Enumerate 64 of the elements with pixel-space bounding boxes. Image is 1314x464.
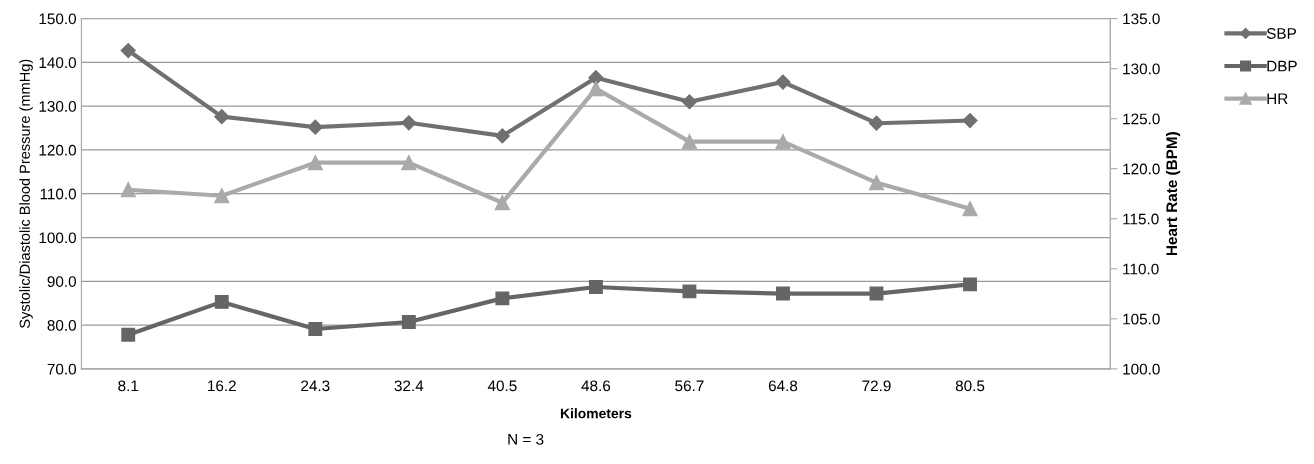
point <box>869 286 884 301</box>
point <box>495 291 510 306</box>
y2-tick-label: 115.0 <box>1123 213 1159 225</box>
legend-label: SBP <box>1266 28 1296 39</box>
point <box>588 280 603 294</box>
y2-tick-label: 125.0 <box>1123 113 1160 125</box>
point <box>588 80 604 97</box>
y-tick-label: 80.0 <box>47 319 77 331</box>
point <box>494 195 511 211</box>
y2-tick-label: 120.0 <box>1123 163 1160 175</box>
point <box>681 134 698 150</box>
point <box>963 277 977 292</box>
x-tick-label: 80.5 <box>955 380 985 392</box>
y-tick-label: 130.0 <box>39 101 77 112</box>
y-tick-label: 110.0 <box>40 188 77 200</box>
legend-label: HR <box>1267 93 1288 104</box>
point <box>775 134 791 150</box>
point <box>868 115 885 131</box>
point <box>120 42 136 59</box>
legend-label: DBP <box>1267 60 1297 72</box>
x-tick-label: 72.9 <box>862 380 891 392</box>
point <box>588 70 604 86</box>
x-tick-label: 8.1 <box>118 380 139 392</box>
point <box>962 201 978 217</box>
point <box>307 119 323 135</box>
x-tick-label: 32.4 <box>394 380 424 392</box>
point <box>308 322 323 336</box>
y-tick-label: 150.0 <box>39 13 77 25</box>
point <box>120 182 136 198</box>
y2-tick-label: 130.0 <box>1123 63 1160 75</box>
y2-tick-label: 100.0 <box>1123 363 1160 375</box>
text: N = 3 <box>508 433 544 445</box>
y2-tick-label: 105.0 <box>1123 313 1160 325</box>
point <box>401 115 417 131</box>
point <box>775 74 791 90</box>
point <box>494 128 510 144</box>
y2-tick-label: 110.0 <box>1123 263 1159 275</box>
point <box>868 175 885 191</box>
point <box>307 155 323 171</box>
point <box>121 327 136 342</box>
point <box>962 113 978 129</box>
y-tick-label: 100.0 <box>39 232 77 244</box>
point <box>681 94 698 110</box>
point <box>401 315 416 329</box>
x-tick-label: 40.5 <box>487 380 517 392</box>
x-tick-label: 56.7 <box>675 380 704 392</box>
x-tick-label: 16.2 <box>208 380 236 392</box>
y-tick-label: 140.0 <box>39 57 77 69</box>
y2-tick-label: 135.0 <box>1123 13 1160 25</box>
y-tick-label: 90.0 <box>47 276 77 287</box>
x-tick-label: 24.3 <box>301 380 330 392</box>
point <box>214 294 229 309</box>
point <box>401 155 417 171</box>
x-tick-label: 64.8 <box>768 380 798 392</box>
y2-axis-title: Heart Rate (BPM) <box>1165 132 1181 256</box>
y-axis-title: Systolic/Diastolic Blood Pressure (mmHg) <box>19 59 33 328</box>
point <box>776 286 790 301</box>
x-tick-label: 48.6 <box>581 380 611 392</box>
point <box>682 284 697 299</box>
y-tick-label: 70.0 <box>47 363 77 375</box>
point <box>214 109 230 125</box>
x-axis-title: Kilometers <box>560 408 632 419</box>
point <box>214 188 230 204</box>
y-tick-label: 120.0 <box>39 144 77 156</box>
